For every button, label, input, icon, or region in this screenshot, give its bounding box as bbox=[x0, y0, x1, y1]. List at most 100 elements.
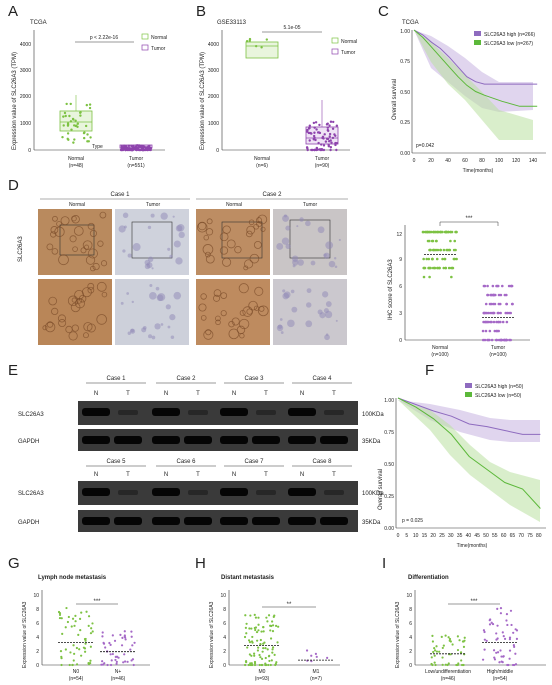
g-point bbox=[84, 642, 87, 645]
ihc-gland bbox=[206, 218, 213, 225]
g-point bbox=[120, 644, 124, 647]
ihc-nucleus bbox=[122, 249, 126, 253]
i-group-0: Low/undifferentiation bbox=[425, 669, 471, 675]
d-ytick-0: 0 bbox=[399, 338, 402, 344]
b-point-tumor bbox=[335, 148, 338, 152]
h-point bbox=[253, 662, 257, 665]
i-sig: *** bbox=[470, 599, 478, 605]
d-point-normal bbox=[422, 275, 426, 279]
g-point bbox=[101, 635, 104, 638]
g-point bbox=[84, 639, 87, 642]
a-point-normal bbox=[64, 114, 67, 118]
h-point bbox=[249, 663, 252, 667]
i-point bbox=[513, 645, 516, 648]
d-point-tumor bbox=[497, 293, 501, 297]
band-n bbox=[82, 408, 110, 416]
g-point bbox=[59, 650, 63, 653]
h-point bbox=[271, 648, 274, 651]
e-lane-bot-0-1: T bbox=[126, 472, 130, 478]
f-xtick-1: 5 bbox=[405, 533, 408, 539]
ihc-gland bbox=[65, 325, 73, 334]
g-point bbox=[78, 617, 82, 620]
b-point-tumor bbox=[322, 144, 326, 147]
d-ytick-4: 12 bbox=[396, 232, 402, 238]
g-point bbox=[83, 650, 87, 653]
panel-f: F Overall survival 0.00 0.25 0.50 0.75 1… bbox=[378, 362, 546, 549]
a-point-tumor bbox=[130, 144, 133, 148]
g-ylabel: Expression value of SLC26A3 bbox=[22, 601, 28, 668]
i-point bbox=[440, 635, 443, 638]
b-points bbox=[245, 37, 339, 152]
ihc-nucleus bbox=[123, 225, 127, 229]
ihc-nucleus bbox=[151, 267, 154, 270]
c-xtick-3: 60 bbox=[462, 158, 468, 164]
b-n-normal: (n=6) bbox=[256, 163, 268, 169]
f-xtick-3: 15 bbox=[422, 533, 428, 539]
i-n-1: (n=54) bbox=[493, 676, 508, 682]
d-point-normal bbox=[444, 266, 448, 270]
ihc-gland bbox=[100, 260, 108, 267]
g-point bbox=[71, 617, 75, 620]
a-point-normal bbox=[61, 135, 64, 139]
e-case-4: Case 4 bbox=[312, 376, 332, 382]
h-point bbox=[275, 661, 278, 664]
e-lane-top-3-1: T bbox=[332, 391, 336, 397]
i-point bbox=[485, 639, 488, 642]
ihc-gland bbox=[213, 294, 221, 302]
ihc-gland bbox=[215, 319, 221, 326]
ihc-gland bbox=[228, 320, 235, 328]
g-point bbox=[60, 617, 63, 620]
f-xtick-13: 65 bbox=[510, 533, 516, 539]
b-point-tumor bbox=[314, 138, 317, 142]
d-point-normal bbox=[433, 266, 437, 270]
d-point-tumor bbox=[484, 320, 487, 324]
h-point bbox=[257, 629, 260, 632]
ihc-gland bbox=[200, 315, 207, 321]
b-point-tumor bbox=[322, 148, 326, 152]
g-point bbox=[89, 632, 93, 635]
ihc-gland bbox=[73, 226, 84, 236]
d-point-tumor bbox=[499, 320, 502, 324]
i-ytick-4: 8 bbox=[409, 607, 412, 613]
b-point-tumor bbox=[331, 127, 335, 130]
a-point-tumor bbox=[147, 145, 150, 148]
f-ytick-0: 0.00 bbox=[384, 526, 394, 532]
i-point bbox=[441, 663, 444, 666]
f-high-curve bbox=[397, 397, 541, 435]
ihc-gland bbox=[46, 321, 54, 328]
i-point bbox=[460, 663, 464, 667]
g-point bbox=[60, 663, 63, 667]
ihc-gland bbox=[56, 221, 62, 227]
i-point bbox=[448, 639, 451, 642]
d-point-tumor bbox=[499, 311, 502, 315]
h-point bbox=[266, 648, 269, 651]
ihc-gland bbox=[254, 286, 264, 296]
ihc-gland bbox=[236, 325, 246, 335]
d-point-normal bbox=[427, 266, 430, 270]
panel-a: A TCGA Expression value of SLC26A3 (TPM)… bbox=[8, 3, 167, 169]
panel-e: E Case 1 Case 2 Case 3 Case 4 N T N T N T N T S… bbox=[8, 362, 384, 532]
i-point bbox=[438, 650, 441, 653]
d-point-normal bbox=[435, 257, 439, 261]
g-point bbox=[123, 660, 127, 663]
i-point bbox=[483, 630, 486, 634]
g-point bbox=[89, 659, 92, 662]
h-point bbox=[244, 614, 247, 617]
ihc-gland bbox=[248, 300, 258, 311]
a-point-normal bbox=[79, 111, 82, 114]
h-point bbox=[249, 662, 252, 665]
g-title: Lymph node metastasis bbox=[38, 575, 107, 581]
g-point bbox=[58, 613, 62, 617]
gapdh-band-n bbox=[288, 517, 316, 525]
h-point bbox=[261, 663, 264, 667]
h-point bbox=[266, 620, 269, 623]
h-point bbox=[243, 663, 247, 667]
gapdh-band-n bbox=[82, 436, 110, 444]
i-point bbox=[499, 612, 503, 615]
i-point bbox=[501, 661, 504, 664]
a-point-normal bbox=[89, 136, 92, 139]
e-case-8: Case 8 bbox=[312, 459, 332, 465]
g-sig: *** bbox=[93, 599, 101, 605]
b-point-tumor bbox=[326, 128, 330, 132]
ihc-nucleus bbox=[172, 215, 175, 218]
